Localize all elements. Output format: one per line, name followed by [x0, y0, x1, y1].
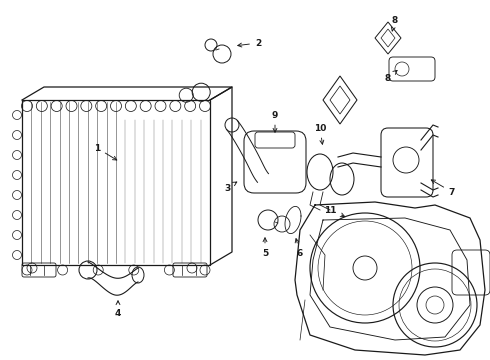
Text: 8: 8: [385, 71, 397, 82]
Text: 10: 10: [314, 123, 326, 144]
Text: 11: 11: [324, 206, 344, 217]
Text: 7: 7: [431, 180, 455, 197]
Text: 3: 3: [224, 182, 237, 193]
Text: 4: 4: [115, 301, 121, 318]
Text: 8: 8: [392, 15, 398, 31]
Text: 5: 5: [262, 238, 268, 257]
Text: 6: 6: [295, 239, 303, 257]
Text: 1: 1: [94, 144, 117, 160]
Text: 2: 2: [238, 39, 261, 48]
Text: 9: 9: [272, 111, 278, 132]
